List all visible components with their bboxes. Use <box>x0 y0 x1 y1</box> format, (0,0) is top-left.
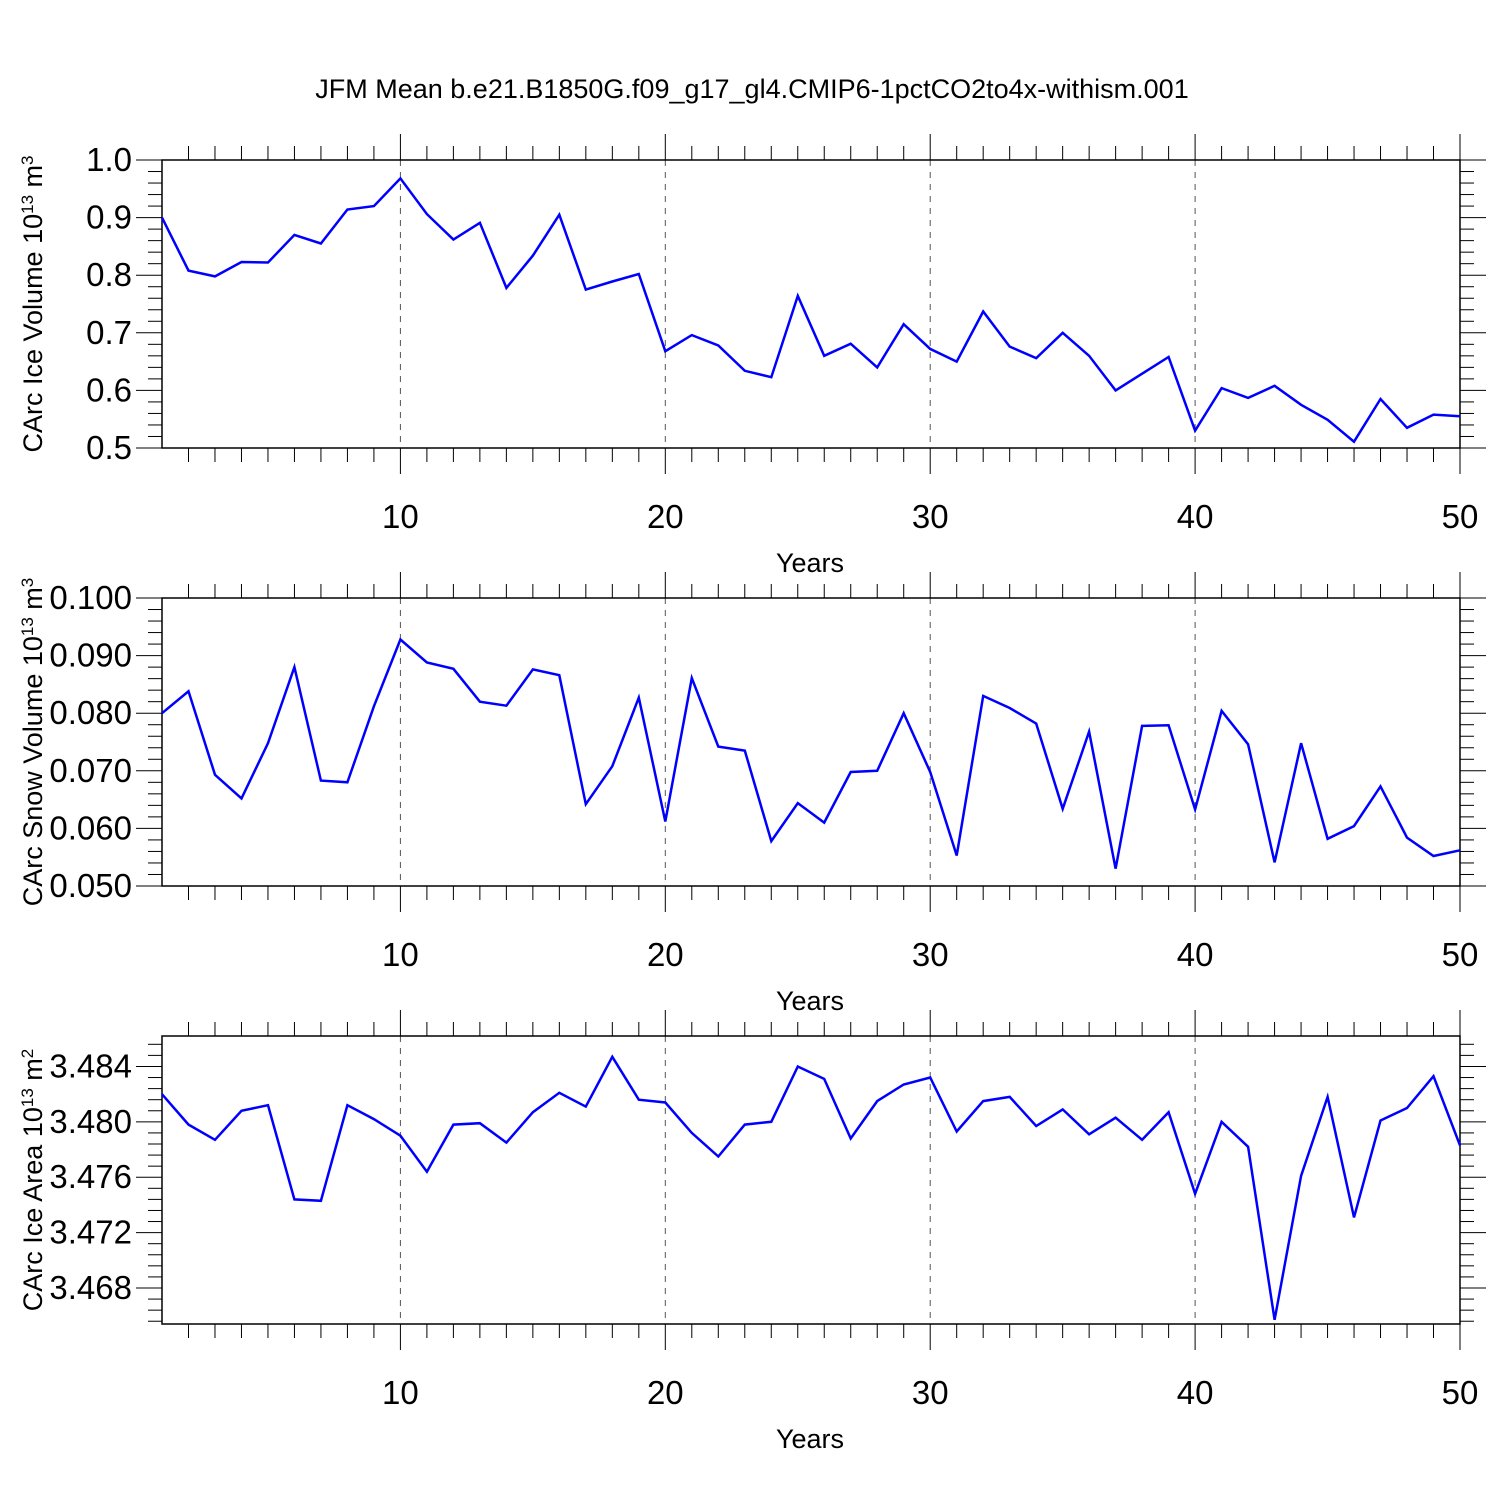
y-tick-label: 3.472 <box>49 1214 132 1251</box>
plot-frame <box>161 1035 1461 1325</box>
series-line <box>160 176 1461 444</box>
y-tick-label: 0.8 <box>86 256 132 293</box>
plot-frame <box>161 159 1461 449</box>
y-axis-label: CArc Snow Volume 1013 m3 <box>18 578 49 907</box>
x-tick-label: 10 <box>382 498 419 535</box>
x-tick-label: 20 <box>647 936 684 973</box>
x-tick-label: 40 <box>1177 1374 1214 1411</box>
x-tick-label: 10 <box>382 1374 419 1411</box>
y-tick-label: 3.484 <box>49 1047 132 1084</box>
x-tick-label: 30 <box>912 1374 949 1411</box>
plot-frame <box>161 597 1461 887</box>
y-tick-label: 3.468 <box>49 1269 132 1306</box>
chart-panel-3: 10 20 30 40 50 3.468 3.472 3.476 3.480 3.484 Years… <box>18 1010 1486 1454</box>
y-tick-label: 0.090 <box>49 637 132 674</box>
x-tick-label: 50 <box>1442 1374 1479 1411</box>
x-tick-label: 50 <box>1442 498 1479 535</box>
y-tick-label: 0.070 <box>49 752 132 789</box>
y-axis-label: CArc Ice Volume 1013 m3 <box>18 155 49 452</box>
y-axis-label: CArc Ice Area 1013 m2 <box>18 1049 49 1312</box>
y-tick-label: 0.060 <box>49 809 132 846</box>
x-tick-label: 30 <box>912 498 949 535</box>
y-tick-label: 0.080 <box>49 694 132 731</box>
x-tick-label: 40 <box>1177 936 1214 973</box>
y-tick-label: 0.100 <box>49 579 132 616</box>
chart-panel-2: 10 20 30 40 50 0.050 0.060 0.070 0.080 0.090 0.100… <box>18 572 1486 1016</box>
y-tick-label: 0.6 <box>86 371 132 408</box>
y-tick-label: 1.0 <box>86 141 132 178</box>
x-tick-label: 20 <box>647 498 684 535</box>
y-tick-label: 0.9 <box>86 199 132 236</box>
chart-panel-1: 10 20 30 40 50 0.5 0.6 0.7 0.8 0.9 1.0 Years CArc Ic… <box>18 134 1486 578</box>
x-axis-label: Years <box>776 986 844 1016</box>
x-tick-label: 40 <box>1177 498 1214 535</box>
series-line <box>161 637 1461 869</box>
y-tick-label: 0.7 <box>86 314 132 351</box>
y-tick-label: 0.5 <box>86 429 132 466</box>
y-tick-label: 3.476 <box>49 1158 132 1195</box>
y-tick-label: 0.050 <box>49 867 132 904</box>
y-tick-label: 3.480 <box>49 1103 132 1140</box>
x-tick-label: 20 <box>647 1374 684 1411</box>
x-tick-label: 50 <box>1442 936 1479 973</box>
x-tick-label: 10 <box>382 936 419 973</box>
x-tick-label: 30 <box>912 936 949 973</box>
x-axis-label: Years <box>776 1424 844 1454</box>
chart-title: JFM Mean b.e21.B1850G.f09_g17_gl4.CMIP6-… <box>315 74 1188 104</box>
x-axis-label: Years <box>776 548 844 578</box>
series-line <box>161 1054 1462 1321</box>
